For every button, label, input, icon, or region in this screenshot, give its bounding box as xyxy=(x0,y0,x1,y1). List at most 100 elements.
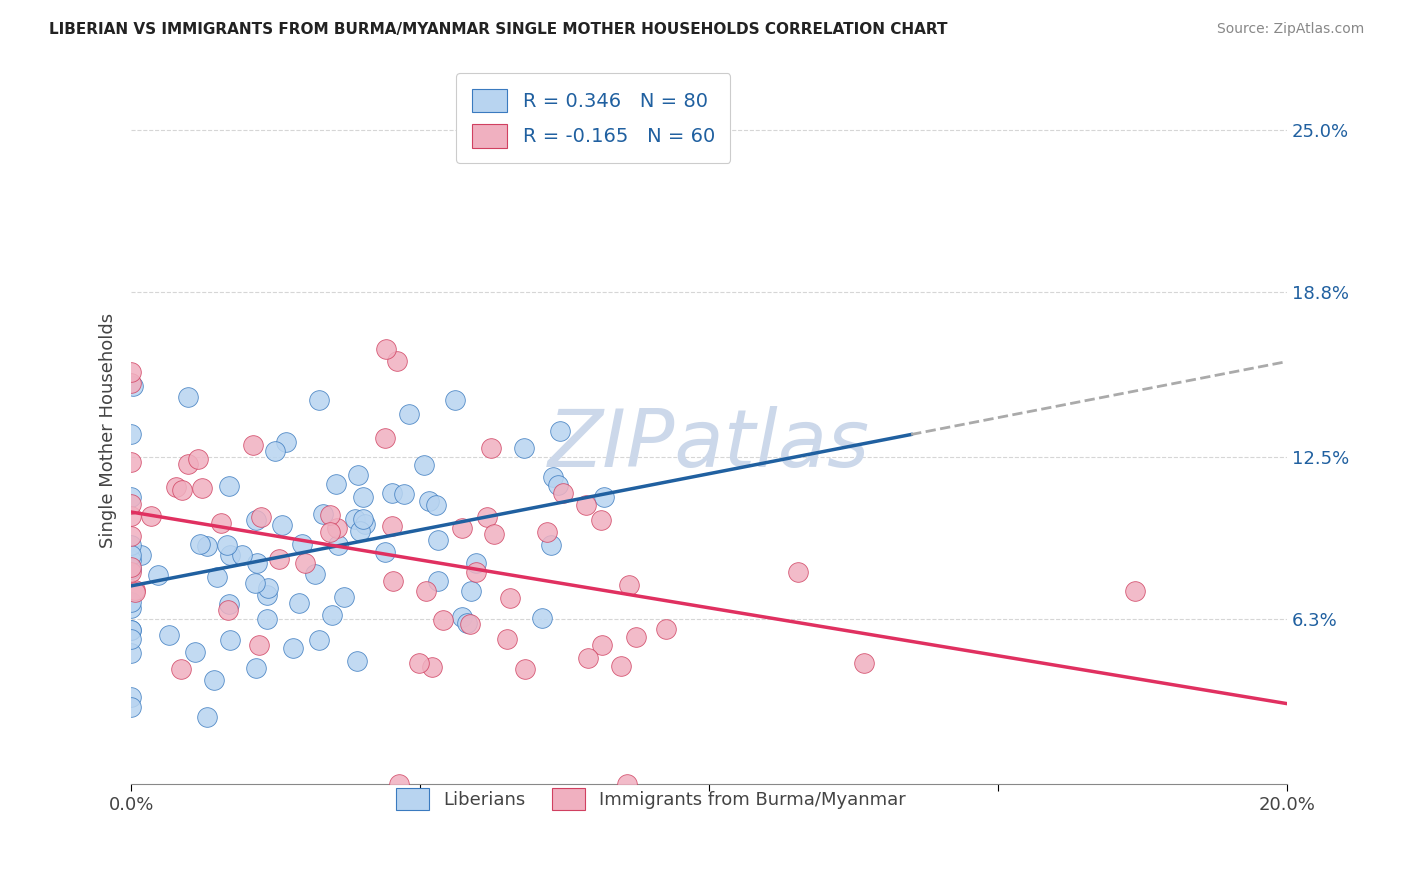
Point xyxy=(655,622,678,636)
Point xyxy=(513,662,536,676)
Point xyxy=(120,690,142,705)
Y-axis label: Single Mother Households: Single Mother Households xyxy=(100,313,117,549)
Point xyxy=(479,441,502,455)
Point xyxy=(120,365,142,379)
Point xyxy=(530,610,553,624)
Point xyxy=(184,645,207,659)
Point xyxy=(475,509,498,524)
Point xyxy=(243,576,266,591)
Point xyxy=(217,603,239,617)
Point xyxy=(215,538,238,552)
Text: Source: ZipAtlas.com: Source: ZipAtlas.com xyxy=(1216,22,1364,37)
Point xyxy=(495,632,517,646)
Point xyxy=(425,498,447,512)
Point xyxy=(120,491,142,505)
Point xyxy=(242,438,264,452)
Point xyxy=(139,509,162,524)
Point xyxy=(209,516,232,530)
Point xyxy=(218,597,240,611)
Point xyxy=(120,529,142,543)
Point xyxy=(374,544,396,558)
Point xyxy=(349,524,371,538)
Point xyxy=(120,565,142,579)
Point xyxy=(499,591,522,605)
Point xyxy=(325,477,347,491)
Point xyxy=(120,646,142,660)
Point xyxy=(246,556,269,570)
Point xyxy=(513,441,536,455)
Point xyxy=(347,468,370,483)
Point xyxy=(257,582,280,596)
Point xyxy=(432,613,454,627)
Point xyxy=(616,777,638,791)
Point xyxy=(575,498,598,512)
Legend: Liberians, Immigrants from Burma/Myanmar: Liberians, Immigrants from Burma/Myanmar xyxy=(382,774,921,825)
Point xyxy=(122,378,145,392)
Point xyxy=(593,490,616,504)
Point xyxy=(787,565,810,579)
Point xyxy=(444,392,467,407)
Point xyxy=(540,538,562,552)
Point xyxy=(120,553,142,567)
Point xyxy=(120,497,142,511)
Point xyxy=(218,548,240,562)
Point xyxy=(308,392,330,407)
Point xyxy=(418,493,440,508)
Point xyxy=(120,548,142,562)
Point xyxy=(256,588,278,602)
Point xyxy=(281,641,304,656)
Point xyxy=(346,654,368,668)
Point xyxy=(319,508,342,522)
Point xyxy=(304,566,326,581)
Point xyxy=(547,478,569,492)
Point xyxy=(853,656,876,670)
Point xyxy=(388,777,411,791)
Point xyxy=(626,631,648,645)
Point xyxy=(426,574,449,588)
Point xyxy=(460,584,482,599)
Point xyxy=(385,354,408,368)
Point xyxy=(120,623,142,637)
Point xyxy=(170,483,193,497)
Point xyxy=(170,662,193,676)
Point xyxy=(398,407,420,421)
Point xyxy=(610,659,633,673)
Point xyxy=(197,539,219,553)
Point xyxy=(218,479,240,493)
Point xyxy=(191,482,214,496)
Text: LIBERIAN VS IMMIGRANTS FROM BURMA/MYANMAR SINGLE MOTHER HOUSEHOLDS CORRELATION C: LIBERIAN VS IMMIGRANTS FROM BURMA/MYANMA… xyxy=(49,22,948,37)
Point xyxy=(325,521,347,535)
Point xyxy=(177,458,200,472)
Point xyxy=(271,517,294,532)
Point xyxy=(456,616,478,631)
Point xyxy=(381,574,404,588)
Point xyxy=(263,444,285,458)
Text: ZIPatlas: ZIPatlas xyxy=(548,406,870,484)
Point xyxy=(617,578,640,592)
Point xyxy=(120,700,142,714)
Point xyxy=(294,556,316,570)
Point xyxy=(536,525,558,540)
Point xyxy=(120,595,142,609)
Point xyxy=(420,660,443,674)
Point xyxy=(344,512,367,526)
Point xyxy=(1125,583,1147,598)
Point xyxy=(188,537,211,551)
Point xyxy=(426,533,449,547)
Point xyxy=(247,638,270,652)
Point xyxy=(231,548,253,562)
Point xyxy=(267,551,290,566)
Point xyxy=(120,562,142,576)
Point xyxy=(146,567,169,582)
Point xyxy=(352,490,374,504)
Point xyxy=(157,628,180,642)
Point xyxy=(576,651,599,665)
Point xyxy=(354,517,377,532)
Point xyxy=(543,470,565,484)
Point xyxy=(120,508,142,523)
Point xyxy=(375,342,398,356)
Point xyxy=(120,455,142,469)
Point xyxy=(464,565,486,579)
Point xyxy=(291,537,314,551)
Point xyxy=(464,556,486,570)
